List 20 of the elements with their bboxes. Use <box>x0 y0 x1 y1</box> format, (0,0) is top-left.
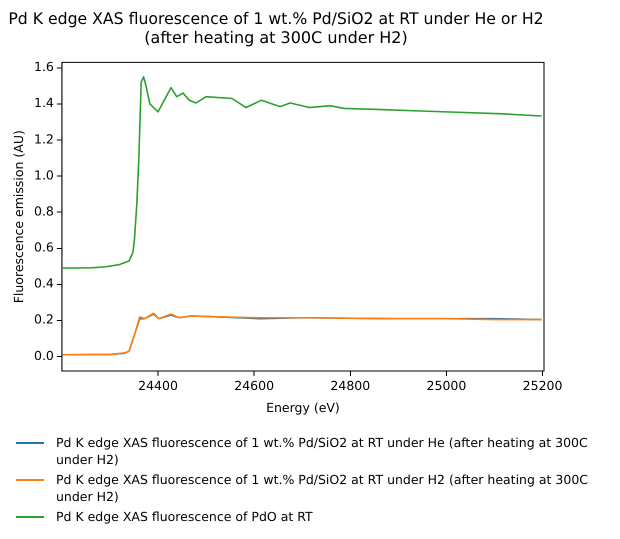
y-tick-label: 1.6 <box>34 59 54 74</box>
y-axis-title: Fluorescence emission (AU) <box>10 130 26 304</box>
legend-label: Pd K edge XAS fluorescence of 1 wt.% Pd/SiO2 at RT under H2 (after heating at 300C under H2) <box>56 471 589 505</box>
y-tick-label: 1.2 <box>34 131 54 146</box>
y-tick-label: 0.8 <box>34 203 54 218</box>
x-tick-label: 24600 <box>234 378 274 393</box>
y-tick-label: 0.2 <box>34 312 54 327</box>
legend-label: Pd K edge XAS fluorescence of PdO at RT <box>56 508 313 525</box>
x-tick-label: 24400 <box>138 378 178 393</box>
y-tick-label: 1.0 <box>34 167 54 182</box>
x-tick-label: 24800 <box>330 378 370 393</box>
chart-title: Pd K edge XAS fluorescence of 1 wt.% Pd/SiO2 at RT under He or H2 (after heating at 300C under H2) <box>8 8 544 47</box>
y-tick-label: 0.6 <box>34 240 54 255</box>
x-tick-label: 25000 <box>426 378 466 393</box>
x-axis-title: Energy (eV) <box>266 400 340 415</box>
y-tick-label: 0.4 <box>34 276 54 291</box>
y-tick-label: 1.4 <box>34 95 54 110</box>
y-tick-label: 0.0 <box>34 348 54 363</box>
x-tick-label: 25200 <box>522 378 562 393</box>
legend-label: Pd K edge XAS fluorescence of 1 wt.% Pd/SiO2 at RT under He (after heating at 300C under H2) <box>56 434 589 468</box>
